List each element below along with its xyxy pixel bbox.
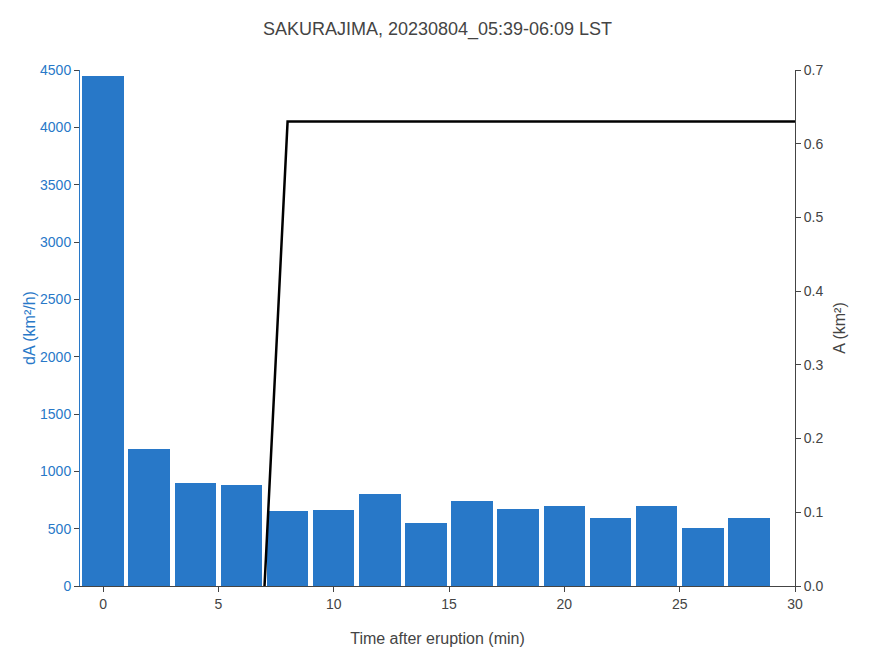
svg-text:Time after eruption (min): Time after eruption (min) (350, 630, 525, 647)
svg-text:0.0: 0.0 (804, 578, 824, 594)
svg-text:0.2: 0.2 (804, 430, 824, 446)
svg-text:15: 15 (441, 596, 457, 612)
svg-text:0.5: 0.5 (804, 209, 824, 225)
svg-text:0: 0 (63, 578, 71, 594)
svg-text:1000: 1000 (40, 463, 71, 479)
svg-text:1500: 1500 (40, 406, 71, 422)
svg-text:SAKURAJIMA, 20230804_05:39-06:: SAKURAJIMA, 20230804_05:39-06:09 LST (263, 19, 612, 40)
svg-text:10: 10 (326, 596, 342, 612)
svg-text:2500: 2500 (40, 291, 71, 307)
svg-text:0.7: 0.7 (804, 62, 824, 78)
svg-text:0: 0 (99, 596, 107, 612)
svg-text:30: 30 (787, 596, 803, 612)
svg-text:4000: 4000 (40, 119, 71, 135)
svg-text:A (km²): A (km²) (831, 302, 848, 354)
svg-text:5: 5 (214, 596, 222, 612)
svg-text:3000: 3000 (40, 234, 71, 250)
svg-text:0.4: 0.4 (804, 283, 824, 299)
svg-text:4500: 4500 (40, 62, 71, 78)
svg-text:0.6: 0.6 (804, 136, 824, 152)
svg-text:2000: 2000 (40, 349, 71, 365)
svg-text:500: 500 (48, 521, 72, 537)
svg-text:25: 25 (672, 596, 688, 612)
svg-text:3500: 3500 (40, 177, 71, 193)
svg-text:dA (km²/h): dA (km²/h) (21, 291, 38, 365)
svg-text:0.1: 0.1 (804, 504, 824, 520)
svg-text:0.3: 0.3 (804, 357, 824, 373)
svg-text:20: 20 (557, 596, 573, 612)
